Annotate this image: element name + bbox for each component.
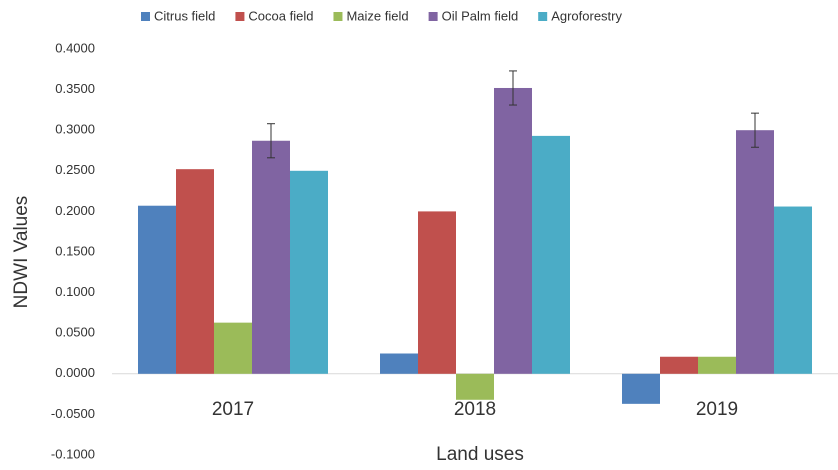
bar <box>214 322 252 374</box>
error-bar <box>509 70 517 106</box>
error-bar <box>267 123 275 159</box>
bar <box>176 169 214 374</box>
bar <box>494 87 532 374</box>
bar <box>290 170 328 374</box>
legend-swatch <box>538 12 548 21</box>
bar <box>380 353 418 374</box>
y-axis-label: NDWI Values <box>11 196 32 309</box>
error-bar <box>751 112 759 148</box>
x-tick-label: 2019 <box>696 399 738 420</box>
legend-swatch <box>235 12 245 21</box>
legend-label: Oil Palm field <box>442 8 519 23</box>
legend-label: Cocoa field <box>248 8 313 23</box>
y-tick-label: 0.2500 <box>55 162 95 177</box>
bar <box>622 373 660 404</box>
legend-swatch <box>141 12 150 21</box>
bar <box>456 373 494 400</box>
bar <box>532 135 570 374</box>
bar <box>252 140 290 374</box>
legend-swatch <box>333 12 343 21</box>
legend-label: Maize field <box>346 8 408 23</box>
y-tick-label: 0.4000 <box>55 40 95 55</box>
legend-label: Citrus field <box>154 8 215 23</box>
x-axis-label: Land uses <box>436 444 524 465</box>
y-tick-label: 0.3500 <box>55 81 95 96</box>
bar <box>774 206 812 374</box>
y-tick-label: -0.1000 <box>51 446 95 461</box>
bar <box>660 356 698 374</box>
y-tick-label: 0.1500 <box>55 243 95 258</box>
bar <box>138 205 176 374</box>
y-tick-label: 0.1000 <box>55 284 95 299</box>
bar <box>418 211 456 374</box>
bar <box>698 356 736 374</box>
legend-label: Agroforestry <box>551 8 622 23</box>
bar <box>736 130 774 374</box>
legend-swatch <box>428 12 438 21</box>
x-tick-label: 2018 <box>454 399 496 420</box>
y-tick-label: 0.0000 <box>55 365 95 380</box>
x-tick-label: 2017 <box>212 399 254 420</box>
y-tick-label: -0.0500 <box>51 406 95 421</box>
y-tick-label: 0.2000 <box>55 203 95 218</box>
y-tick-label: 0.3000 <box>55 122 95 137</box>
y-tick-label: 0.0500 <box>55 325 95 340</box>
